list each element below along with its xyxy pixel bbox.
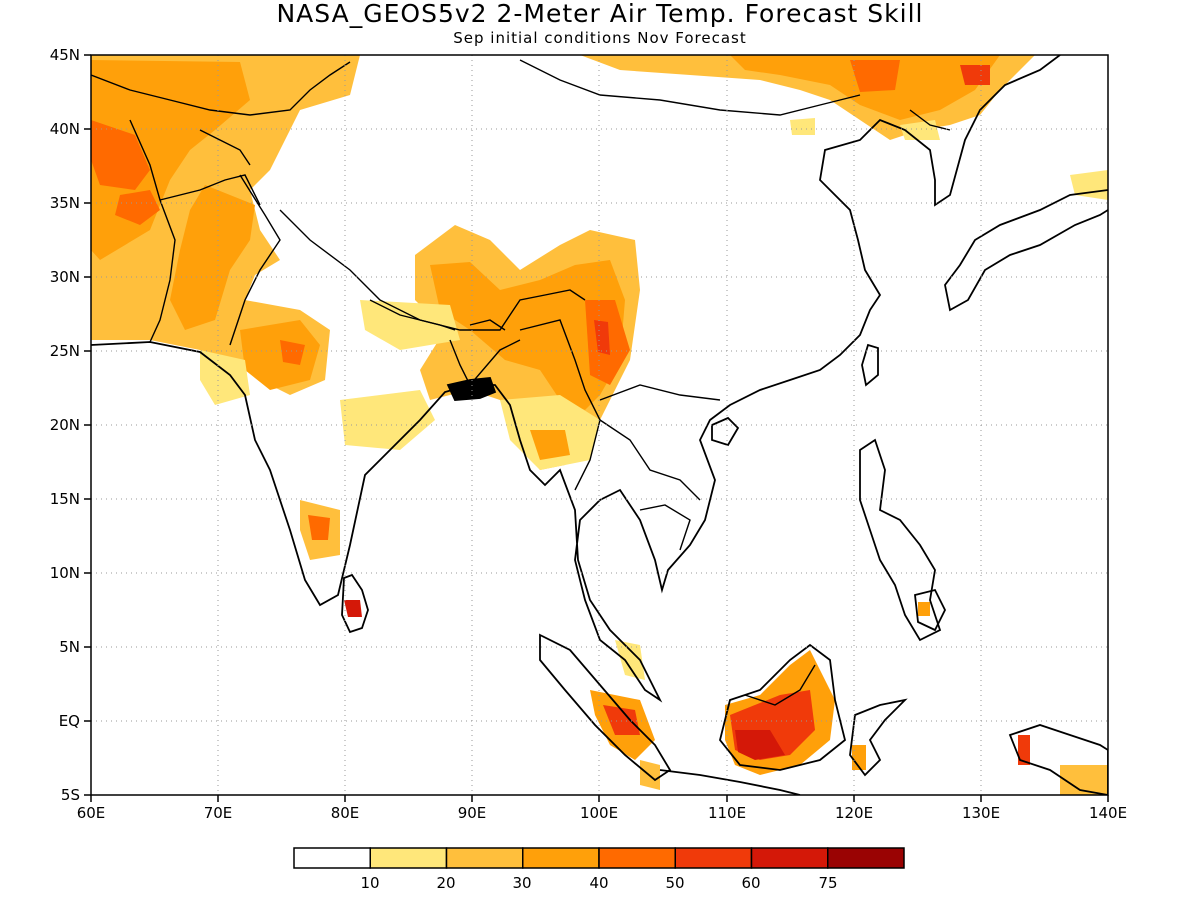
borders (91, 59, 951, 706)
skill-region-india-central (240, 320, 320, 390)
lat-label: EQ (59, 712, 80, 730)
colorbar (293, 847, 905, 869)
colorbar-label: 20 (436, 874, 455, 892)
coastline-taiwan (861, 343, 879, 387)
border-afghanistan-pakistan (159, 174, 261, 206)
lon-label: 60E (77, 804, 106, 822)
border-bangladesh-india (449, 339, 521, 387)
coastline-mindanao (914, 588, 947, 632)
lat-label: 15N (50, 490, 80, 508)
lon-label: 110E (708, 804, 746, 822)
coastline-sri-lanka (341, 573, 369, 634)
colorbar-label: 10 (360, 874, 379, 892)
coastline-java (659, 769, 801, 795)
border-iran-afghanistan (129, 119, 176, 343)
lat-label: 5N (59, 638, 80, 656)
colorbar-label: 75 (818, 874, 837, 892)
border-central-asia (91, 61, 351, 116)
border-mongolia-china (519, 59, 861, 116)
coastline-mainland-asia (91, 55, 1061, 703)
skill-hotspot-borneo-core (735, 730, 785, 760)
coastline-sulawesi (849, 698, 908, 777)
coastline-sumatra (539, 633, 672, 782)
border-china-korea (909, 109, 951, 131)
lon-label: 120E (835, 804, 873, 822)
coastline-philippines (859, 438, 942, 642)
lat-label: 25N (50, 342, 80, 360)
skill-region-mindanao (918, 602, 930, 616)
colorbar-label: 50 (665, 874, 684, 892)
coastline-bangladesh-filled (446, 377, 497, 401)
coastline-hainan (711, 416, 740, 447)
skill-hotspot-turkmenistan (91, 120, 150, 190)
skill-hotspot-yunnan-core (594, 320, 610, 355)
skill-hotspot-india-south (308, 515, 330, 540)
skill-region-nepal (360, 300, 460, 350)
lat-label: 35N (50, 194, 80, 212)
lon-label: 80E (331, 804, 360, 822)
lon-label: 70E (204, 804, 233, 822)
skill-hotspot-manchuria (960, 65, 990, 85)
coastlines (91, 55, 1108, 795)
colorbar-swatch (369, 847, 448, 869)
skill-region-new-guinea-south (1060, 765, 1108, 795)
colorbar-label: 60 (741, 874, 760, 892)
border-pakistan-india (229, 174, 281, 346)
lat-label: 30N (50, 268, 80, 286)
skill-region-japan-north (1070, 170, 1108, 200)
colorbar-swatch (522, 847, 600, 869)
border-bhutan (469, 319, 506, 331)
colorbar-labels: 10 20 30 40 50 60 75 (360, 874, 837, 892)
skill-region-malay-peninsula (615, 640, 645, 680)
border-thailand-laos (599, 419, 701, 501)
lat-label: 40N (50, 120, 80, 138)
skill-hotspot-new-guinea (1018, 735, 1030, 765)
lon-labels: 60E 70E 80E 90E 100E 110E 120E 130E 140E (77, 804, 1127, 822)
border-china-sea (599, 384, 721, 401)
coastline-new-guinea (1008, 724, 1108, 795)
border-myanmar (519, 319, 601, 491)
skill-hotspot-sri-lanka (344, 600, 362, 617)
lon-label: 140E (1089, 804, 1127, 822)
lat-label: 10N (50, 564, 80, 582)
border-tajikistan (199, 129, 251, 166)
skill-hotspot-mongolia-east (850, 60, 900, 92)
skill-region-india-west (200, 350, 250, 405)
lon-label: 130E (962, 804, 1000, 822)
lon-label: 90E (458, 804, 487, 822)
lat-label: 20N (50, 416, 80, 434)
lon-label: 100E (580, 804, 618, 822)
skill-region-pakistan-core (170, 185, 255, 330)
border-himalaya (279, 209, 586, 331)
coastline-japan (944, 189, 1108, 312)
border-cambodia (639, 504, 691, 551)
border-nepal (369, 299, 456, 331)
skill-region-tibet-core (430, 260, 625, 410)
colorbar-swatch (674, 847, 753, 869)
colorbar-swatch (827, 847, 905, 869)
lat-label: 5S (61, 786, 80, 804)
skill-region-bohai (790, 118, 815, 135)
map-title: NASA_GEOS5v2 2-Meter Air Temp. Forecast … (276, 0, 924, 28)
lat-labels: 45N 40N 35N 30N 25N 20N 15N 10N 5N EQ 5S (50, 46, 80, 804)
map-subtitle: Sep initial conditions Nov Forecast (453, 29, 747, 47)
skill-hotspot-afghanistan (115, 190, 160, 225)
lat-label: 45N (50, 46, 80, 64)
skill-hotspot-sumatra (603, 705, 640, 735)
colorbar-swatch (750, 847, 829, 869)
skill-hotspot-india-central (280, 340, 305, 365)
border-borneo (744, 664, 816, 706)
tick-marks (84, 54, 1109, 802)
coastline-borneo (719, 643, 847, 771)
skill-hotspot-myanmar (530, 430, 570, 460)
colorbar-swatch (445, 847, 524, 869)
colorbar-swatch (293, 847, 371, 869)
colorbar-label: 30 (512, 874, 531, 892)
skill-region-india-east (340, 390, 435, 450)
graticule (91, 55, 1108, 795)
colorbar-swatch (598, 847, 676, 869)
colorbar-label: 40 (589, 874, 608, 892)
skill-shading (91, 55, 1108, 795)
